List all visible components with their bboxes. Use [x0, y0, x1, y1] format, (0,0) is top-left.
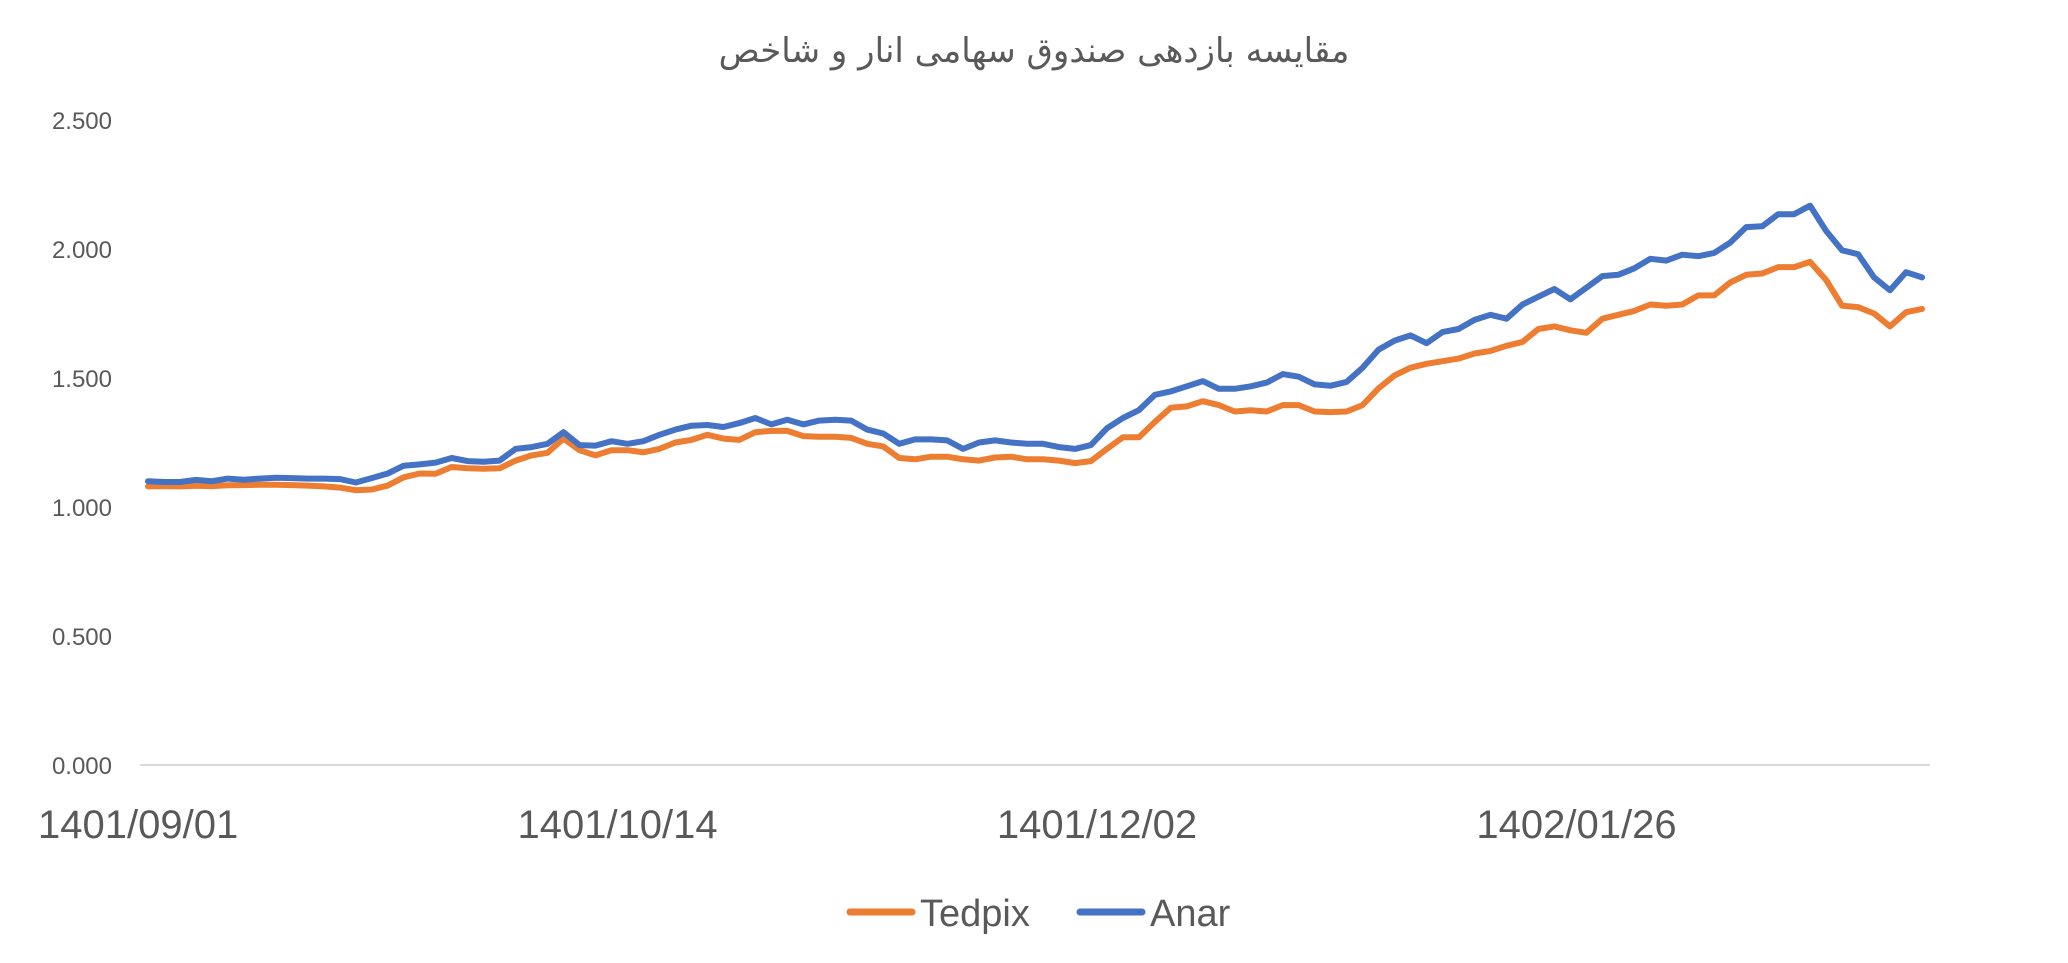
y-tick-label: 1.500 [52, 366, 112, 393]
x-axis-tick-labels: 1401/09/01 1401/10/14 1401/12/02 1402/01/26 [38, 803, 1677, 847]
y-tick-label: 2.500 [52, 108, 112, 135]
legend-label-anar: Anar [1150, 893, 1231, 935]
series-line-tedpix [145, 258, 1925, 494]
series-lines [145, 202, 1925, 494]
x-tick-label: 1401/10/14 [517, 803, 717, 847]
series-line-anar [145, 202, 1925, 486]
y-tick-label: 0.500 [52, 624, 112, 651]
chart-title: مقایسه بازدهی صندوق سهامی انار و شاخص [719, 31, 1350, 71]
y-axis-tick-labels: 0.000 0.500 1.000 1.500 2.000 2.500 [52, 108, 112, 780]
y-tick-label: 2.000 [52, 237, 112, 264]
x-tick-label: 1401/09/01 [38, 803, 238, 847]
legend-label-tedpix: Tedpix [920, 893, 1030, 935]
y-tick-label: 0.000 [52, 753, 112, 780]
x-tick-label: 1401/12/02 [997, 803, 1197, 847]
legend: Tedpix Anar [846, 893, 1231, 935]
y-tick-label: 1.000 [52, 495, 112, 522]
x-tick-label: 1402/01/26 [1476, 803, 1676, 847]
